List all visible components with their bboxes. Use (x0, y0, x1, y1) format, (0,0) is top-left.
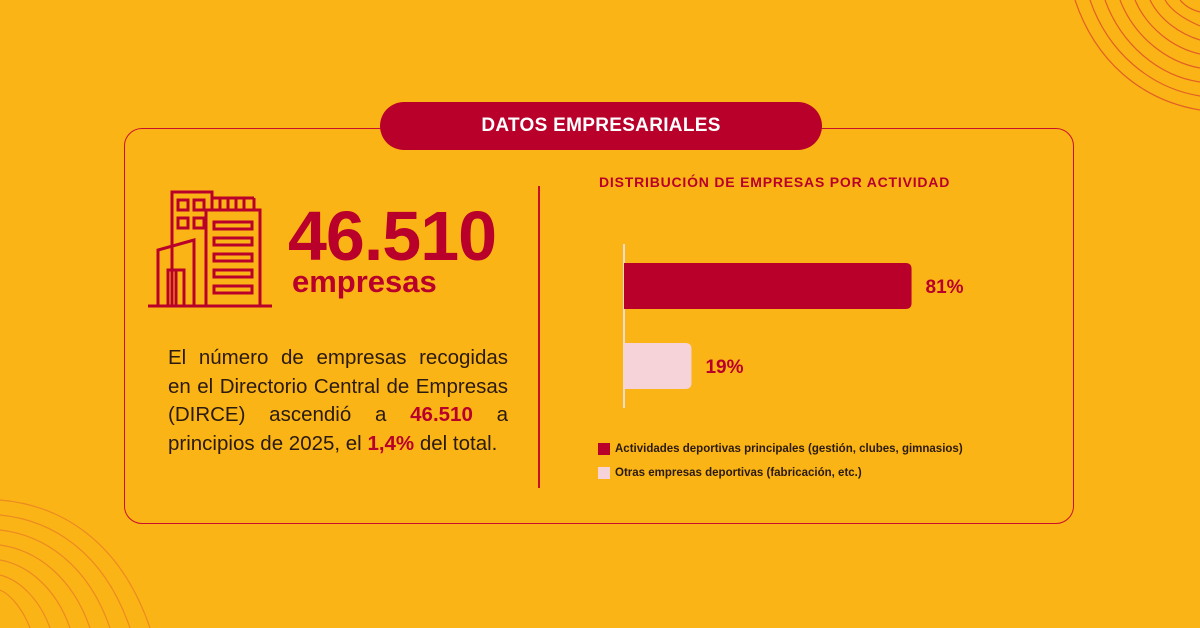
legend-swatch-2 (598, 467, 610, 479)
bar-label-2: 19% (705, 357, 743, 378)
legend-label-2: Otras empresas deportivas (fabricación, … (615, 467, 862, 479)
chart-legend: Actividades deportivas principales (gest… (598, 437, 963, 485)
description-text-3: del total. (414, 431, 498, 455)
description-highlight-count: 46.510 (410, 403, 473, 426)
description-paragraph: El número de empresas recogidas en el Di… (168, 344, 508, 458)
bar-2 (624, 343, 692, 389)
legend-swatch-1 (598, 443, 610, 455)
bar-label-1: 81% (926, 277, 964, 298)
office-building-icon (148, 190, 272, 308)
legend-item-2: Otras empresas deportivas (fabricación, … (598, 461, 963, 485)
section-title: DATOS EMPRESARIALES (481, 115, 721, 136)
company-count-unit: empresas (292, 264, 437, 299)
company-count-value: 46.510 (288, 197, 497, 275)
description-text-2: a principios de 2025, el (168, 403, 508, 455)
legend-item-1: Actividades deportivas principales (gest… (598, 437, 963, 461)
bar-1 (624, 263, 912, 309)
bar-chart: 81% 19% (623, 244, 964, 408)
chart-title: DISTRIBUCIÓN DE EMPRESAS POR ACTIVIDAD (599, 174, 951, 190)
description-text-1: El número de empresas recogidas en el Di… (168, 346, 508, 426)
vertical-divider (538, 186, 540, 488)
description-highlight-percent: 1,4% (367, 431, 415, 455)
legend-label-1: Actividades deportivas principales (gest… (615, 443, 963, 455)
section-title-pill: DATOS EMPRESARIALES (380, 102, 822, 150)
